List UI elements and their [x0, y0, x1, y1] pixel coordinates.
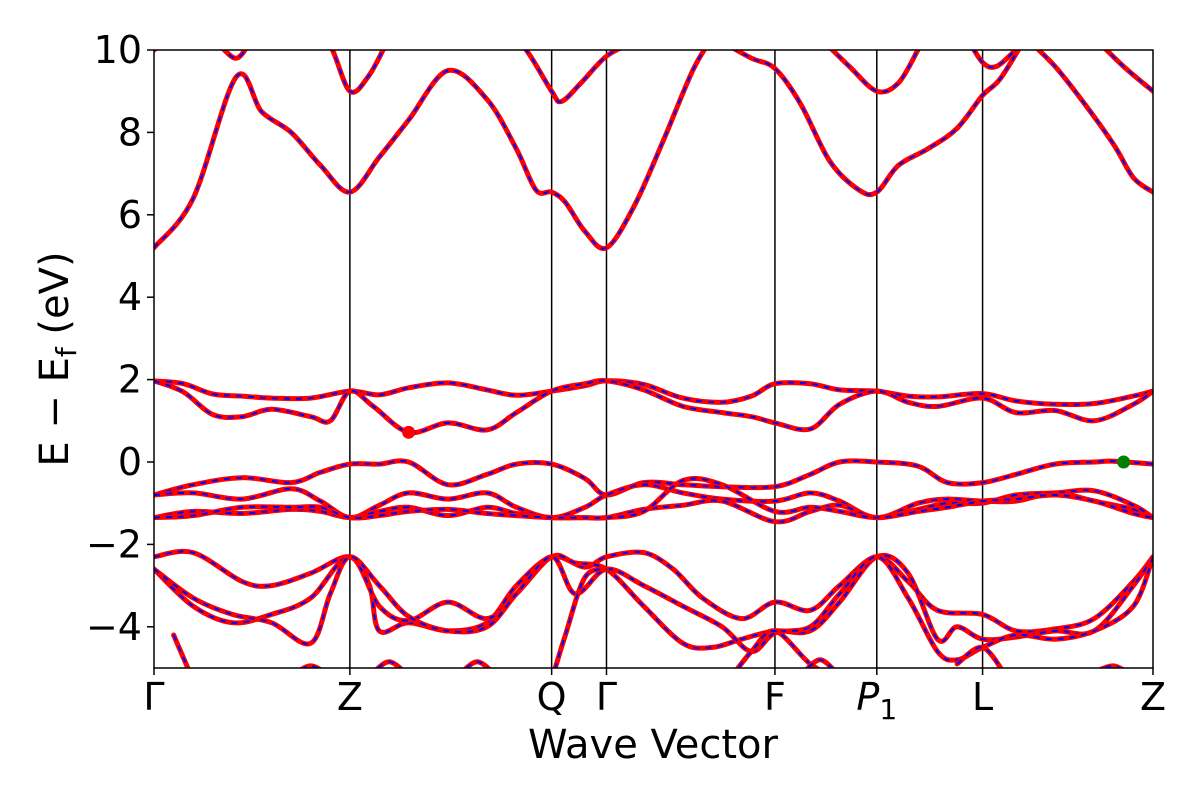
x-tick-label-main: P — [856, 675, 879, 719]
x-tick-label-main: Z — [337, 675, 363, 719]
plot-background — [154, 50, 1153, 668]
band-line-dashed — [154, 477, 1153, 520]
kpoint-lines — [349, 50, 984, 668]
band-line-dashed — [1037, 50, 1153, 193]
x-tick-label: L — [972, 675, 993, 719]
band-line-dashed — [464, 660, 490, 668]
y-tick-label: 8 — [118, 110, 142, 154]
plot-frame — [153, 49, 1154, 669]
y-tick-label: −2 — [86, 522, 142, 566]
y-tick-label: 2 — [118, 358, 142, 402]
y-axis-title: E − Ef (eV) — [32, 251, 83, 466]
band-line-dashed — [736, 629, 819, 668]
x-tick-label: Z — [337, 675, 363, 719]
band-line-dashed — [331, 50, 385, 94]
y-axis-title-subscript: f — [50, 346, 83, 357]
band-line-dashed — [154, 50, 706, 250]
x-tick-label: Q — [537, 675, 567, 719]
y-tick-label: 10 — [94, 28, 142, 72]
x-tick-label: Z — [1140, 675, 1166, 719]
x-tick-label: Γ — [143, 675, 164, 719]
band-line-dashed — [1105, 50, 1153, 92]
x-tick-label: Γ — [596, 675, 617, 719]
x-tick-label-main: Z — [1140, 675, 1166, 719]
band-line-dashed — [154, 379, 1153, 434]
band-line — [971, 50, 1020, 70]
band-line — [954, 644, 1004, 668]
bands — [154, 50, 1153, 668]
band-line-dashed — [376, 660, 402, 668]
x-tick-label-main: Γ — [596, 675, 617, 719]
band-line-dashed — [154, 379, 1153, 406]
markers — [402, 425, 1131, 469]
x-tick-label-main: Q — [537, 675, 567, 719]
y-axis-title-main: E − E — [32, 357, 78, 467]
band-line-dashed — [524, 50, 619, 103]
y-tick-label: 6 — [118, 193, 142, 237]
band-extremum-marker — [1117, 455, 1131, 469]
y-tick-label: −4 — [86, 605, 142, 649]
x-tick-label-main: F — [764, 675, 786, 719]
band-line-dashed — [154, 554, 1153, 650]
x-tick-label-subscript: 1 — [879, 693, 897, 726]
band-line-dashed — [734, 50, 1020, 196]
y-axis-ticks: 10 8 6 4 2 0 −2 −4 — [86, 28, 154, 649]
band-line — [298, 663, 323, 668]
band-line-dashed — [806, 658, 834, 668]
x-tick-label-main: L — [972, 675, 993, 719]
y-axis-title-unit: (eV) — [32, 251, 78, 347]
y-tick-label: 0 — [118, 440, 142, 484]
band-line-dashed — [554, 568, 607, 668]
x-tick-label: P1 — [856, 675, 897, 726]
band-extremum-marker — [402, 425, 416, 439]
band-line — [1097, 663, 1126, 668]
x-tick-label-main: Γ — [143, 675, 164, 719]
x-axis-title: Wave Vector — [528, 722, 779, 768]
x-axis-ticks: Γ Z Q Γ F P1 L Z — [143, 668, 1166, 726]
band-line-dashed — [831, 50, 919, 94]
band-line-dashed — [172, 634, 189, 668]
x-tick-label: F — [764, 675, 786, 719]
y-tick-label: 4 — [118, 275, 142, 319]
band-line-dashed — [154, 50, 247, 60]
